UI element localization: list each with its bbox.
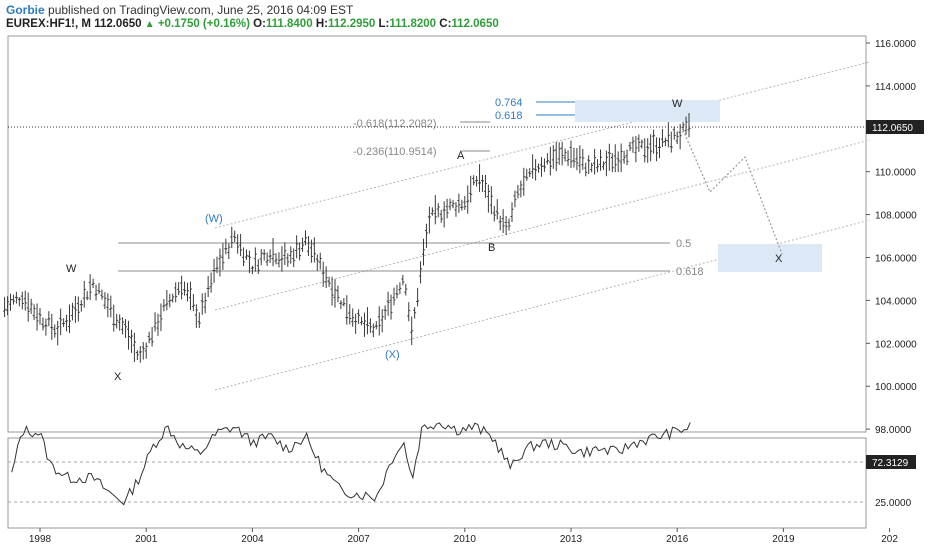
rsi-pane-border [7,437,867,529]
wave-label-w-left: W [66,263,77,275]
wave-label-x-left: X [114,371,122,383]
price-tick-label: 110.0000 [875,168,916,179]
price-tick-label: 98.0000 [875,425,912,436]
target-zone-lower[interactable] [718,244,822,272]
fib-neg-label-0-618: -0.618(112.2082) [353,118,437,130]
low-label: L: [378,18,390,30]
wave-label-x-right: X [775,253,783,265]
price-tick-label: 114.0000 [875,82,916,93]
channel-line-upper[interactable] [214,61,871,229]
projected-wave-path[interactable] [682,129,783,255]
year-tick-label: 2001 [135,534,158,545]
wave-label-w-top: W [672,98,683,110]
up-arrow-icon: ▲ [144,19,155,30]
fib-ext-label-0-764: 0.764 [495,97,523,109]
symbol-label[interactable]: EUREX:HF1!, M [6,18,91,30]
channel-line-middle[interactable] [214,139,871,311]
year-tick-label: 2010 [454,534,477,545]
last-price: 112.0650 [94,18,142,30]
price-tick-label: 108.0000 [875,211,917,222]
publish-info: published on TradingView.com, June 25, 2… [48,3,354,17]
wave-label-x-paren: (X) [385,349,400,361]
year-tick-label: 1998 [29,534,52,545]
fib-label-0-618: 0.618 [676,266,704,278]
wave-label-w-paren: (W) [205,213,223,225]
year-tick-label: 2016 [666,534,689,545]
price-change: +0.1750 (+0.16%) [157,18,250,30]
fib-label-0-5: 0.5 [676,238,691,250]
channel-line-lower[interactable] [214,219,871,391]
price-tick-label: 116.0000 [875,39,916,50]
wave-label-a: A [457,150,465,162]
high-value: 112.2950 [327,18,376,30]
high-label: H: [315,18,328,30]
wave-label-b: B [488,242,495,254]
price-tick-label: 100.0000 [875,382,917,393]
time-axis[interactable]: 1998 2001 2004 2007 2010 2013 2016 2019 202 [29,528,899,545]
year-tick-label: 202 [881,534,898,545]
close-value: 112.0650 [451,18,499,30]
main-pane-border [7,35,867,433]
year-tick-label: 2007 [347,534,370,545]
year-tick-label: 2013 [560,534,583,545]
fib-neg-label-0-236: -0.236(110.9514) [353,146,437,158]
ohlc-bars[interactable] [3,113,691,363]
rsi-last-tag [866,455,916,469]
open-value: 111.8400 [265,18,313,30]
chart-header-quote: EUREX:HF1!, M 112.0650 ▲ +0.1750 (+0.16%… [6,18,499,30]
price-tick-label: 104.0000 [875,296,917,307]
low-value: 111.8200 [389,18,437,30]
open-label: O: [253,18,266,30]
close-label: C: [439,18,452,30]
rsi-last-tag-text: 72.3129 [872,458,909,469]
price-tick-label: 106.0000 [875,254,917,265]
last-price-tag-text: 112.0650 [872,123,913,134]
year-tick-label: 2004 [241,534,264,545]
target-zone-upper[interactable] [575,100,720,122]
last-price-tag [866,120,924,134]
year-tick-label: 2019 [772,534,795,545]
price-axis[interactable]: 116.0000114.0000112.0000110.0000108.0000… [866,39,917,436]
author-link[interactable]: Gorbie [6,3,45,17]
rsi-line[interactable] [11,422,691,506]
price-tick-label: 102.0000 [875,339,917,350]
chart-header-publisher: Gorbie published on TradingView.com, Jun… [6,3,353,17]
fib-ext-label-0-618: 0.618 [495,110,523,122]
rsi-tick-label: 25.0000 [875,498,912,509]
